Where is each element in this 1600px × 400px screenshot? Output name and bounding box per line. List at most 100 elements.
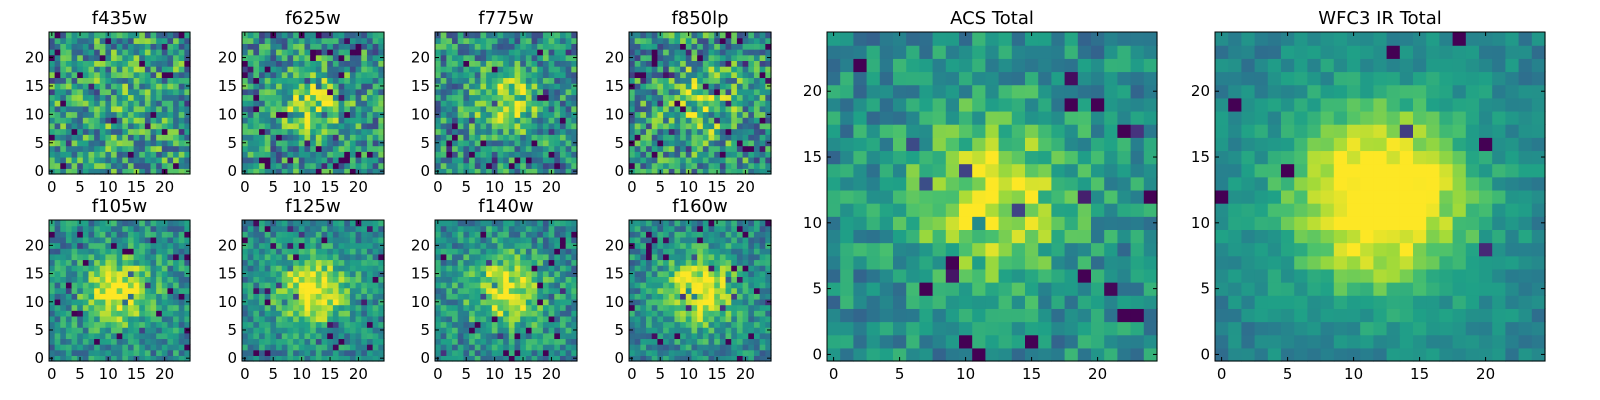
heatmap-cell (373, 38, 379, 44)
heatmap-cell (259, 350, 265, 356)
heatmap-cell (156, 282, 162, 288)
heatmap-cell (691, 333, 697, 339)
heatmap-cell (356, 134, 362, 140)
heatmap-cell (435, 350, 441, 356)
heatmap-cell (373, 117, 379, 123)
heatmap-cell (293, 226, 299, 232)
heatmap-cell (344, 106, 350, 112)
heatmap-cell (509, 43, 515, 49)
heatmap-cell (162, 117, 168, 123)
heatmap-cell (537, 112, 543, 118)
heatmap-cell (259, 157, 265, 163)
heatmap-cell (105, 89, 111, 95)
heatmap-cell (167, 310, 173, 316)
heatmap-cell (543, 163, 549, 169)
heatmap-cell (703, 32, 709, 38)
heatmap-cell (128, 163, 134, 169)
heatmap-cell (55, 265, 61, 271)
heatmap-cell (299, 55, 305, 61)
heatmap-cell (652, 322, 658, 328)
heatmap-cell (304, 293, 310, 299)
heatmap-cell (322, 344, 328, 350)
heatmap-cell (122, 259, 128, 265)
heatmap-cell (344, 151, 350, 157)
heatmap-cell (111, 72, 117, 78)
heatmap-cell (435, 117, 441, 123)
heatmap-cell (446, 254, 452, 260)
heatmap-cell (327, 112, 333, 118)
heatmap-cell (100, 265, 106, 271)
heatmap-cell (310, 248, 316, 254)
heatmap-cell (520, 43, 526, 49)
heatmap-cell (486, 338, 492, 344)
heatmap-cell (731, 146, 737, 152)
heatmap-cell (304, 237, 310, 243)
heatmap-cell (640, 134, 646, 140)
heatmap-cell (287, 299, 293, 305)
heatmap-cell (509, 259, 515, 265)
heatmap-cell (179, 66, 185, 72)
heatmap-cell (652, 55, 658, 61)
heatmap-cell (743, 83, 749, 89)
heatmap-cell (373, 288, 379, 294)
heatmap-cell (446, 231, 452, 237)
heatmap-cell (173, 151, 179, 157)
x-tick-label: 0 (433, 365, 443, 383)
heatmap-cell (526, 259, 532, 265)
heatmap-cell (737, 350, 743, 356)
heatmap-cell (248, 100, 254, 106)
heatmap-cell (469, 276, 475, 282)
heatmap-cell (566, 226, 572, 232)
heatmap-cell (373, 77, 379, 83)
heatmap-cell (503, 299, 509, 305)
heatmap-cell (435, 100, 441, 106)
heatmap-cell (652, 333, 658, 339)
heatmap-cell (316, 220, 322, 226)
heatmap-cell (77, 60, 83, 66)
heatmap-cell (435, 49, 441, 55)
heatmap-cell (657, 282, 663, 288)
heatmap-cell (367, 43, 373, 49)
heatmap-cell (322, 55, 328, 61)
heatmap-cell (686, 310, 692, 316)
heatmap-cell (111, 231, 117, 237)
heatmap-cell (282, 338, 288, 344)
heatmap-cell (356, 276, 362, 282)
heatmap-cell (350, 146, 356, 152)
heatmap-cell (503, 254, 509, 260)
heatmap-cell (446, 43, 452, 49)
heatmap-cell (731, 163, 737, 169)
heatmap-cell (537, 163, 543, 169)
heatmap-cell (543, 288, 549, 294)
heatmap-cells (49, 32, 191, 175)
heatmap-cell (635, 293, 641, 299)
heatmap-cell (94, 72, 100, 78)
heatmap-cell (549, 117, 555, 123)
heatmap-cell (83, 350, 89, 356)
heatmap-cell (669, 77, 675, 83)
heatmap-cell (128, 271, 134, 277)
heatmap-cell (446, 350, 452, 356)
heatmap-cell (361, 49, 367, 55)
heatmap-cell (259, 322, 265, 328)
heatmap-cell (173, 100, 179, 106)
heatmap-cell (66, 72, 72, 78)
heatmap-cell (339, 243, 345, 249)
heatmap-cell (680, 350, 686, 356)
heatmap-cell (657, 123, 663, 129)
heatmap-cell (322, 94, 328, 100)
heatmap-cell (100, 220, 106, 226)
heatmap-cell (60, 322, 66, 328)
heatmap-cell (322, 338, 328, 344)
heatmap-cell (367, 333, 373, 339)
heatmap-cell (543, 100, 549, 106)
heatmap-cell (117, 316, 123, 322)
heatmap-cell (162, 338, 168, 344)
y-tick-label: 20 (25, 236, 44, 254)
heatmap-cell (497, 112, 503, 118)
heatmap-cell (105, 49, 111, 55)
heatmap-cell (88, 350, 94, 356)
heatmap-cell (350, 350, 356, 356)
heatmap-cell (287, 55, 293, 61)
heatmap-cell (100, 140, 106, 146)
